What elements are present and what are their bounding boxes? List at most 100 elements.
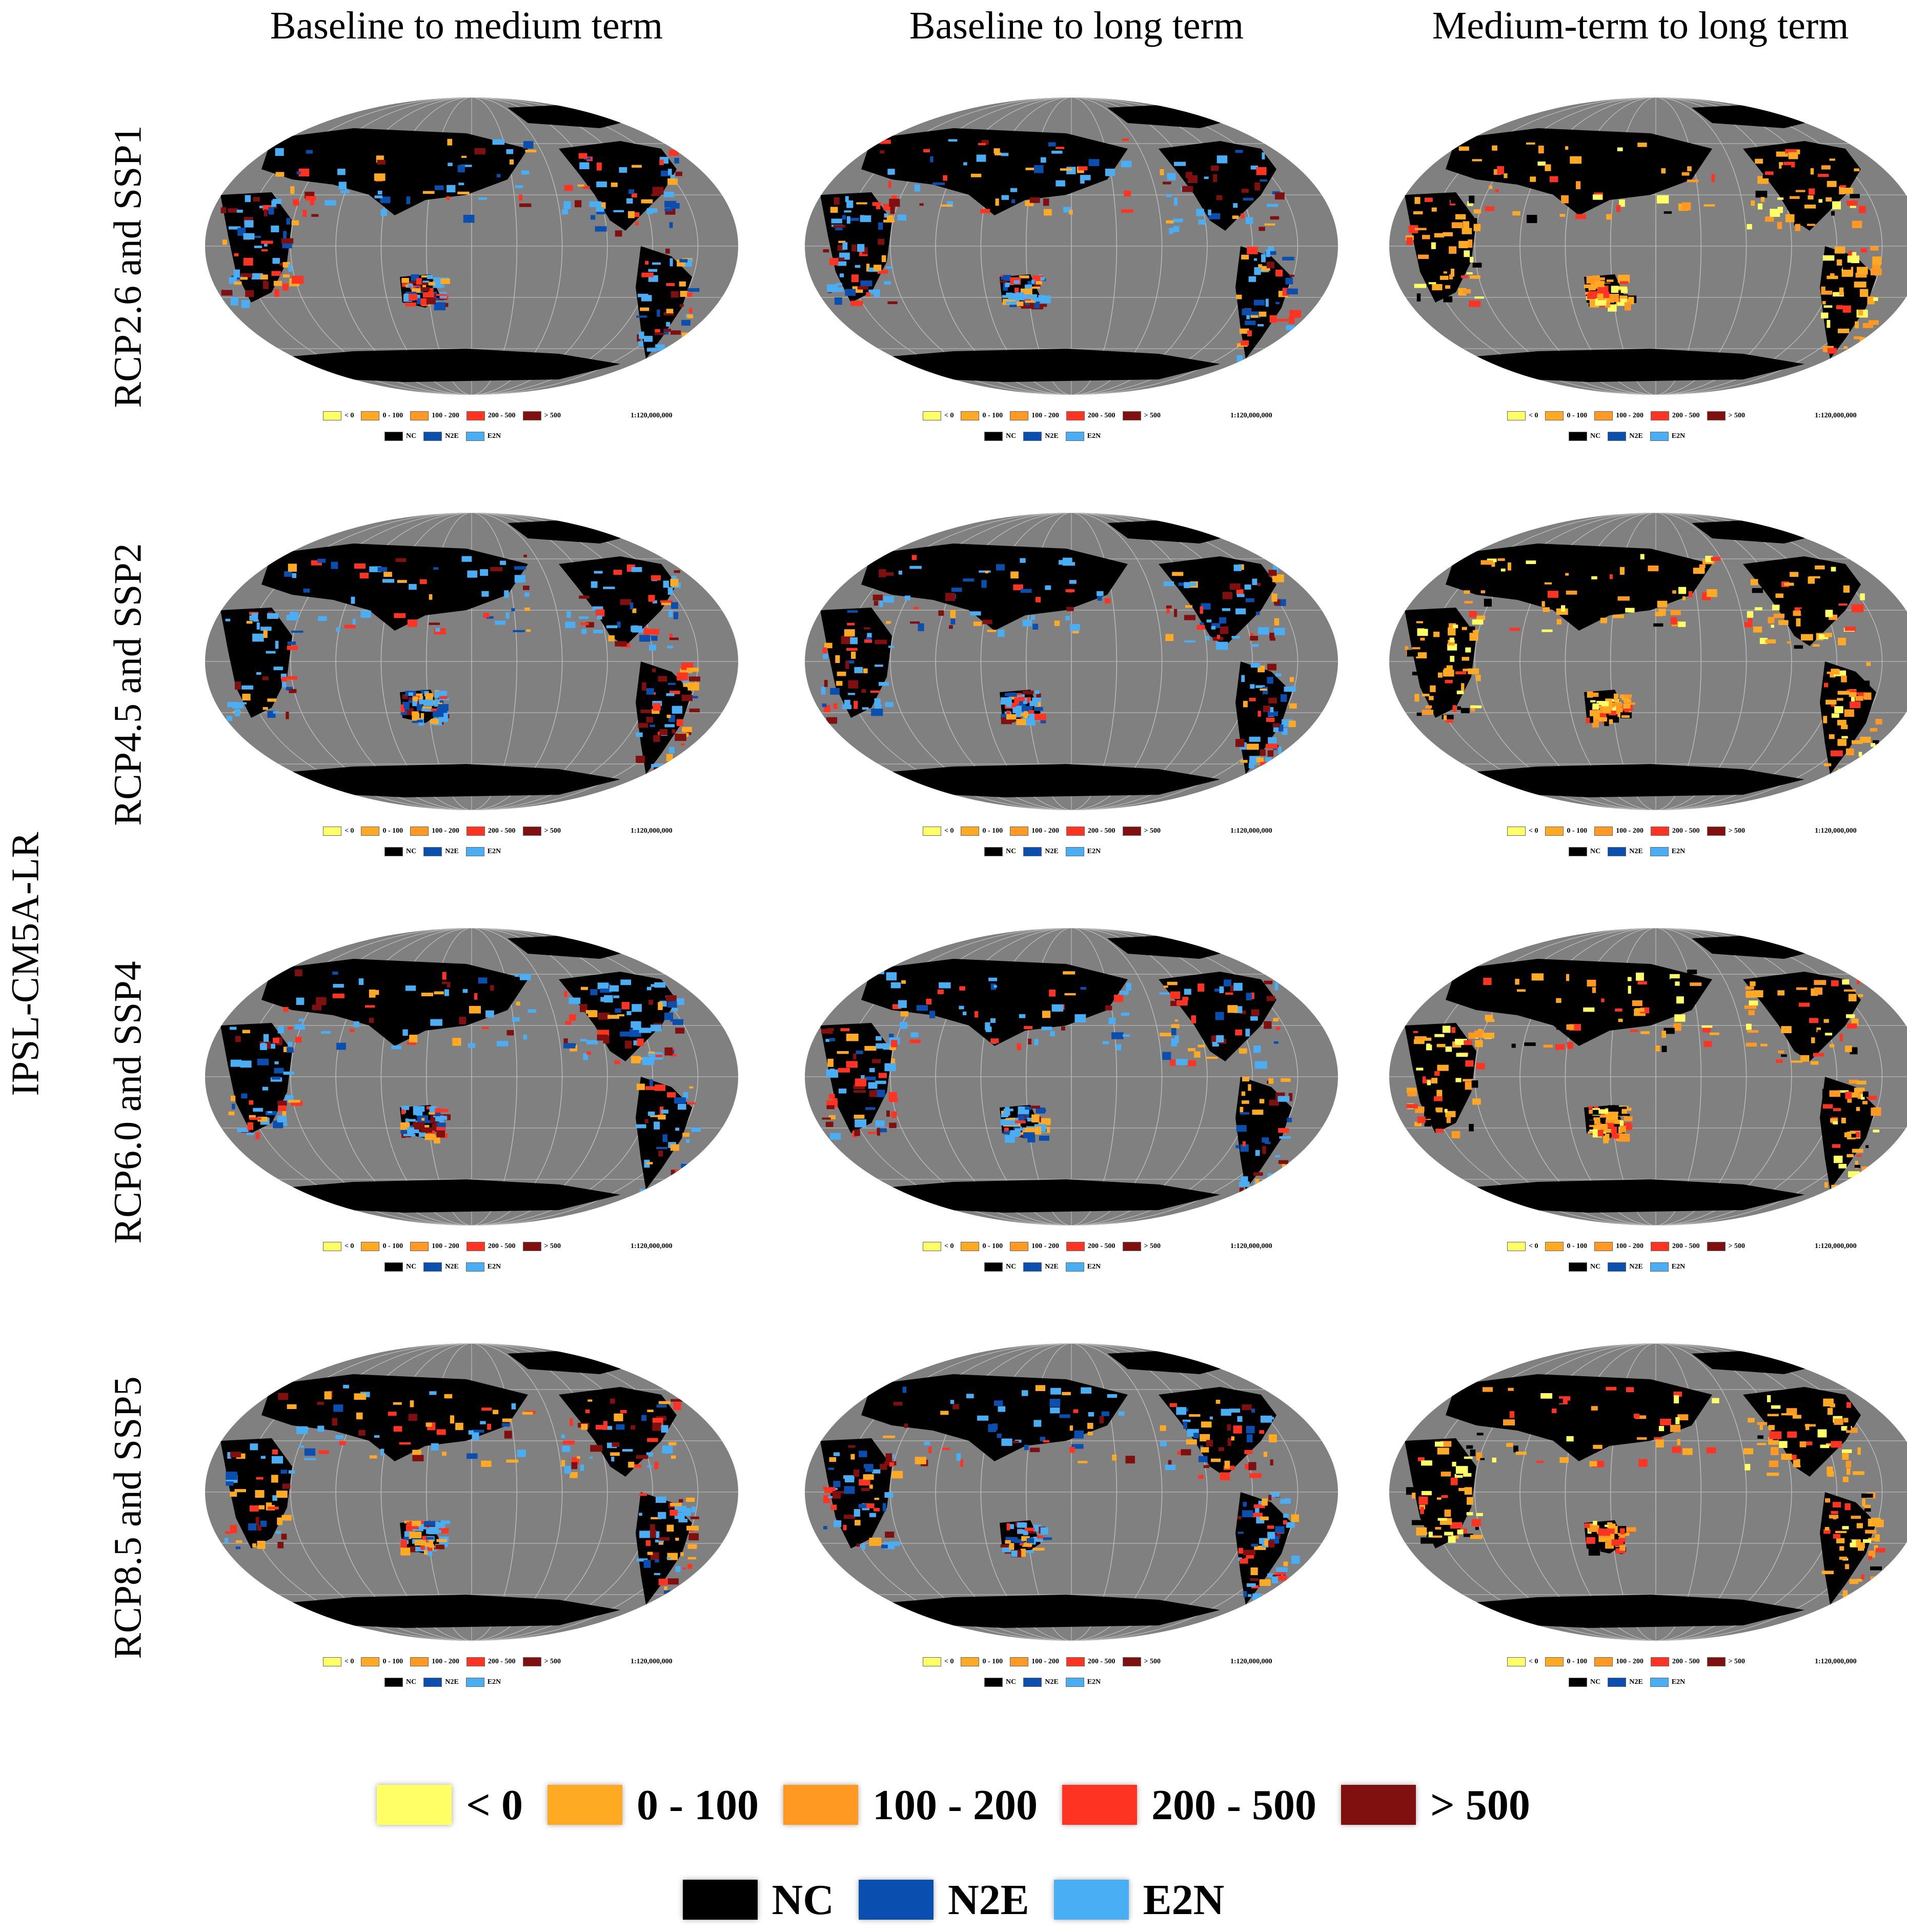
land-class-patch xyxy=(1102,1041,1109,1044)
land-class-patch xyxy=(632,165,642,168)
land-class-patch xyxy=(416,1111,423,1116)
land-class-patch xyxy=(1071,1444,1084,1449)
land-class-patch xyxy=(1235,1145,1240,1149)
world-map xyxy=(205,513,738,810)
land-class-patch xyxy=(1033,1420,1042,1427)
land-class-patch xyxy=(1250,1016,1258,1021)
land-class-patch xyxy=(1448,623,1456,628)
land-class-patch xyxy=(431,1112,436,1117)
land-class-patch xyxy=(642,682,646,691)
land-class-patch xyxy=(1491,561,1495,567)
land-class-patch xyxy=(664,328,671,332)
land-class-patch xyxy=(1274,618,1280,626)
land-class-patch xyxy=(996,564,1005,571)
land-class-patch xyxy=(824,642,833,649)
land-class-patch xyxy=(597,1030,610,1036)
land-class-patch xyxy=(1473,218,1477,225)
land-class-patch xyxy=(1818,1011,1829,1015)
land-class-patch xyxy=(857,286,868,290)
land-class-patch xyxy=(1625,608,1635,613)
land-class-patch xyxy=(1005,1537,1018,1542)
panel-legend-swatch xyxy=(984,847,1003,856)
land-class-patch xyxy=(1056,147,1065,149)
land-class-patch xyxy=(267,698,276,702)
panel-legend-label: N2E xyxy=(1629,1263,1643,1271)
land-class-patch xyxy=(262,676,269,680)
land-class-patch xyxy=(1601,701,1609,707)
land-class-patch xyxy=(633,1464,642,1468)
land-class-patch xyxy=(1260,762,1268,770)
land-class-patch xyxy=(1434,233,1445,238)
land-class-patch xyxy=(288,1027,293,1030)
land-class-patch xyxy=(1771,1447,1779,1456)
land-class-patch xyxy=(641,1415,647,1421)
land-class-patch xyxy=(1492,1457,1496,1463)
land-class-patch xyxy=(1787,1431,1797,1438)
land-class-patch xyxy=(244,220,254,228)
land-class-patch xyxy=(224,1538,229,1543)
land-class-patch xyxy=(1186,1439,1197,1445)
panel-scale-text: 1:120,000,000 xyxy=(631,412,673,419)
land-class-patch xyxy=(846,216,850,224)
land-class-patch xyxy=(1001,1113,1009,1118)
land-class-patch xyxy=(271,225,279,233)
land-class-patch xyxy=(1827,319,1831,328)
world-map xyxy=(205,1343,738,1641)
land-class-patch xyxy=(1275,1526,1285,1533)
panel-legend-item: NC xyxy=(384,1262,416,1272)
land-class-patch xyxy=(1006,714,1017,720)
land-class-patch xyxy=(924,1441,930,1445)
land-class-patch xyxy=(1617,274,1630,283)
land-class-patch xyxy=(1842,263,1851,270)
land-class-patch xyxy=(645,1086,657,1090)
land-class-patch xyxy=(585,1410,590,1414)
land-class-patch xyxy=(400,711,408,715)
land-class-patch xyxy=(1250,662,1261,668)
land-class-patch xyxy=(1412,1493,1416,1499)
land-class-patch xyxy=(1586,276,1597,284)
land-class-patch xyxy=(1471,1080,1478,1088)
land-class-patch xyxy=(1469,633,1478,641)
panel-legend-label: < 0 xyxy=(944,1658,954,1665)
land-class-patch xyxy=(1530,176,1536,182)
land-class-patch xyxy=(1744,1005,1757,1009)
land-class-patch xyxy=(1031,279,1035,284)
panel-legend-label: 100 - 200 xyxy=(1616,1658,1644,1665)
land-class-patch xyxy=(1211,626,1216,630)
land-class-patch xyxy=(482,1027,489,1029)
land-class-patch xyxy=(1480,560,1493,565)
panel-legend-label: NC xyxy=(406,848,417,855)
land-class-patch xyxy=(1676,996,1684,1004)
land-class-patch xyxy=(873,265,882,271)
land-class-patch xyxy=(275,1531,281,1534)
land-class-patch xyxy=(226,1472,237,1480)
legend-swatch-100-200 xyxy=(783,1785,858,1825)
land-class-patch xyxy=(275,172,285,177)
land-class-patch xyxy=(681,743,685,746)
land-class-patch xyxy=(966,1394,974,1399)
land-class-patch xyxy=(674,157,679,164)
land-class-patch xyxy=(1840,185,1847,188)
land-class-patch xyxy=(1458,146,1469,151)
land-class-patch xyxy=(1860,1188,1872,1195)
land-class-patch xyxy=(1677,1414,1689,1421)
land-class-patch xyxy=(831,218,842,224)
land-class-patch xyxy=(1250,636,1258,641)
land-class-patch xyxy=(668,149,679,156)
land-class-patch xyxy=(1171,1028,1176,1035)
land-class-patch xyxy=(1610,702,1615,710)
land-class-patch xyxy=(1437,672,1443,678)
land-class-patch xyxy=(506,149,514,154)
land-class-patch xyxy=(261,249,268,252)
land-class-patch xyxy=(678,1103,686,1110)
land-class-patch xyxy=(1016,719,1026,726)
land-class-patch xyxy=(1804,205,1816,209)
panel-legend-swatch xyxy=(1545,1242,1564,1251)
land-class-patch xyxy=(1001,714,1010,720)
land-class-patch xyxy=(1527,215,1537,224)
land-class-patch xyxy=(1820,1444,1830,1448)
land-class-patch xyxy=(1860,736,1871,743)
land-class-patch xyxy=(1588,1106,1593,1109)
